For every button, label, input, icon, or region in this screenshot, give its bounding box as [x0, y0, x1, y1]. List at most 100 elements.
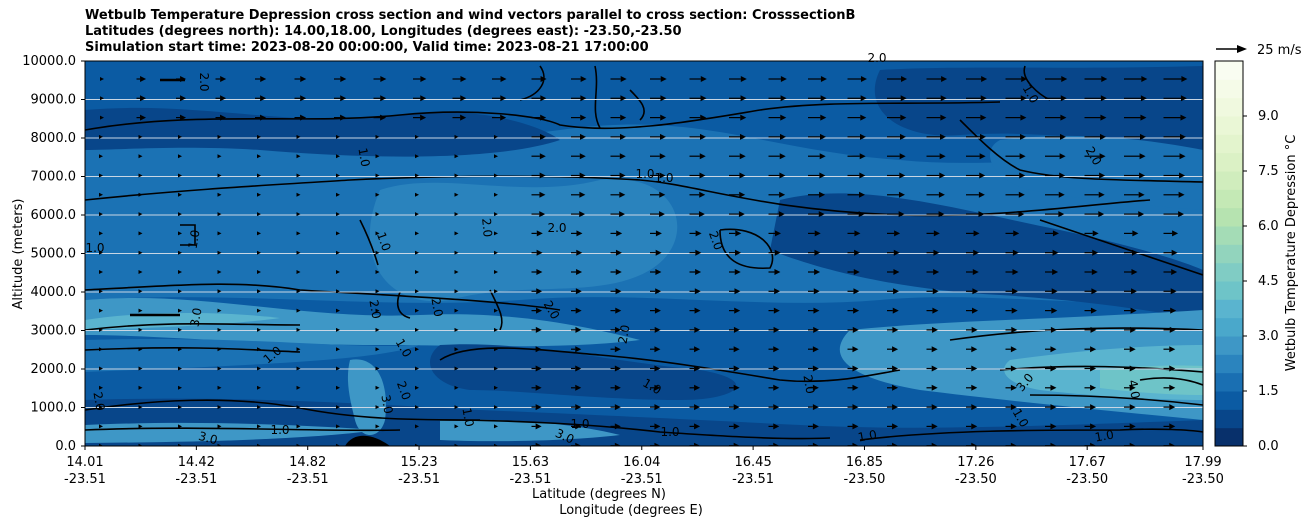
wind-arrow [571, 307, 582, 314]
wind-arrow [1045, 365, 1057, 372]
wind-arrow [610, 76, 627, 82]
wind-arrow [178, 212, 182, 217]
wind-arrow [296, 154, 301, 159]
wind-arrow [1045, 153, 1066, 160]
wind-arrow [610, 172, 626, 179]
wind-arrow [729, 191, 746, 198]
x-tick-lat: 15.63 [512, 455, 549, 470]
wind-arrow [138, 385, 143, 390]
wind-arrow [178, 385, 182, 390]
wind-arrow [847, 326, 859, 333]
wind-arrow [494, 405, 498, 410]
wind-arrow [257, 385, 261, 390]
wind-arrow [334, 95, 347, 102]
wind-arrow [178, 250, 182, 255]
wind-arrow [1084, 384, 1097, 391]
wind-arrow [138, 134, 143, 139]
wind-arrow [926, 76, 948, 82]
wind-arrow [336, 173, 340, 178]
wind-arrow [531, 307, 543, 314]
wind-arrow [531, 211, 546, 218]
wind-arrow [926, 288, 939, 295]
wind-arrow [729, 114, 747, 121]
wind-arrow [176, 76, 187, 82]
wind-arrow [415, 192, 419, 197]
wind-arrow [296, 250, 301, 255]
x-tick-lon: -23.51 [64, 472, 106, 487]
wind-arrow [926, 346, 938, 353]
wind-arrow [454, 192, 459, 197]
wind-arrow [847, 404, 859, 411]
x-tick-lat: 14.42 [178, 455, 215, 470]
wind-arrow [1005, 191, 1025, 198]
colorbar-segment [1215, 134, 1243, 154]
wind-arrow [138, 405, 143, 410]
wind-arrow [138, 250, 143, 255]
wind-arrow [454, 212, 459, 217]
colorbar-segment [1215, 79, 1243, 99]
contour-label: 1.0 [270, 423, 289, 437]
wind-arrow [1163, 230, 1179, 237]
wind-arrow [99, 385, 103, 390]
wind-arrow [1045, 404, 1057, 411]
wind-arrow [178, 231, 182, 236]
wind-arrow [336, 405, 340, 410]
wind-arrow [138, 366, 143, 371]
wind-arrow [808, 249, 821, 256]
wind-arrow [650, 288, 662, 295]
wind-arrow [296, 385, 301, 390]
wind-arrow [689, 133, 706, 140]
wind-arrow [138, 192, 143, 197]
wind-arrow [1124, 288, 1138, 295]
wind-arrow [650, 269, 662, 275]
wind-arrow [1243, 288, 1257, 294]
wind-arrow [100, 115, 104, 120]
y-tick-label: 7000.0 [31, 170, 77, 185]
colorbar-tick-label: 9.0 [1258, 109, 1279, 124]
wind-arrow [215, 114, 227, 121]
title-line-2: Latitudes (degrees north): 14.00,18.00, … [85, 24, 682, 39]
wind-arrow [926, 384, 938, 391]
wind-arrow [1045, 307, 1058, 314]
wind-arrow [808, 153, 826, 160]
wind-arrow [966, 307, 979, 314]
wind-arrow [257, 231, 261, 236]
wind-arrow [847, 423, 859, 430]
wind-arrow [296, 424, 301, 429]
wind-arrow [571, 269, 583, 275]
contour-label: 2.0 [800, 374, 817, 395]
wind-arrow [768, 423, 780, 430]
wind-arrow [1005, 346, 1017, 353]
wind-arrow [571, 423, 582, 430]
wind-arrow [729, 249, 742, 256]
wind-arrow [375, 173, 380, 178]
wind-arrow [1005, 269, 1019, 275]
wind-arrow [494, 154, 498, 159]
wind-arrow [650, 153, 666, 160]
wind-arrow [375, 154, 380, 159]
wind-arrow [296, 134, 301, 139]
wind-arrow [494, 250, 498, 255]
wind-arrow [1203, 346, 1215, 352]
wind-arrow [1005, 365, 1017, 372]
wind-arrow [1045, 269, 1059, 275]
wind-arrow [217, 134, 222, 139]
wind-arrow [1124, 76, 1148, 82]
colorbar-segment [1215, 354, 1243, 374]
wind-arrow [1084, 133, 1106, 140]
wind-arrow [452, 114, 467, 121]
wind-arrow [729, 133, 746, 140]
wind-arrow [847, 230, 861, 237]
wind-arrow [650, 384, 661, 391]
wind-arrow [571, 133, 586, 140]
contour-label: 2.0 [616, 324, 633, 345]
wind-arrow [494, 289, 498, 294]
wind-arrow [99, 212, 103, 217]
x-tick-lon: -23.51 [509, 472, 551, 487]
wind-arrow [415, 308, 419, 313]
wind-arrow [178, 289, 182, 294]
wind-arrow [99, 270, 103, 274]
wind-arrow [413, 76, 427, 82]
wind-arrow [99, 154, 103, 159]
wind-arrow [689, 423, 701, 430]
